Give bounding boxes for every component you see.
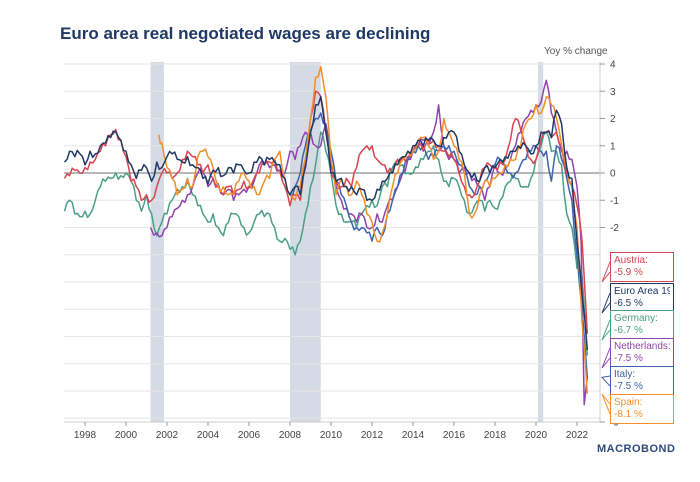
y-tick-label: -2 [610,223,619,234]
legend-pointer [601,261,611,283]
x-tick-label: 2012 [361,430,384,441]
legend-item: Netherlands: -7.5 % [610,338,674,368]
y-tick-label: 4 [610,60,616,71]
series-line-germany [63,131,589,356]
legend-item-value: -5.9 % [614,267,643,278]
legend-item-name: Netherlands: [614,341,670,352]
x-tick-label: 2010 [320,430,343,441]
legend-pointer [601,292,611,314]
y-tick-label: 3 [610,87,616,98]
x-tick-label: 2020 [525,430,548,441]
series-lines [63,65,589,406]
legend-item: Germany: -6.7 % [610,310,674,340]
chart-title: Euro area real negotiated wages are decl… [60,24,431,43]
y-tick-label: 2 [610,114,616,125]
legend-item: Austria: -5.9 % [610,252,674,282]
x-tick-label: 1998 [74,430,97,441]
y-axis-unit-label: Yoy % change [544,46,608,57]
recession-band [538,62,544,422]
series-line-spain [158,65,589,394]
legend-item-name: Austria: [614,255,648,266]
x-tick-label: 2018 [484,430,507,441]
legend-item-name: Italy: [614,369,636,380]
x-tick-label: 2002 [156,430,179,441]
y-tick-label: -1 [610,196,619,207]
recession-band [290,62,321,422]
series-line-euro-area-19 [63,95,589,351]
y-tick-label: 0 [610,169,616,180]
x-tick-label: 2014 [402,430,425,441]
legend-item-value: -7.5 % [614,353,643,364]
recession-band [150,62,164,422]
legend-pointer [601,375,611,387]
legend-item: Italy: -7.5 % [610,366,674,396]
legend-pointer [601,319,611,341]
series-line-netherlands [149,79,589,406]
axes: 43210-1-2-919982000200220042006200820102… [64,60,619,441]
y-tick-label: 1 [610,141,616,152]
legend-item-value: -8.1 % [614,409,643,420]
x-tick-label: 2004 [197,430,220,441]
legend-item-value: -6.7 % [614,325,643,336]
x-tick-label: 2008 [279,430,302,441]
x-tick-label: 2000 [115,430,138,441]
gridlines [64,63,600,419]
legend-item-name: Germany: [614,313,658,324]
legend-pointer [601,393,611,415]
recession-shading [150,62,544,422]
legend-item: Euro Area 19: -6.5 % [610,283,674,313]
legend-item: Spain: -8.1 % [610,394,674,424]
x-tick-label: 2006 [238,430,261,441]
legend-connectors [601,261,611,415]
legend-pointer [601,347,611,369]
macrobond-logo: MACROBOND [597,443,676,455]
x-tick-label: 2022 [566,430,589,441]
legend-item-value: -6.5 % [614,298,643,309]
legend-item-name: Spain: [614,397,643,408]
legend-item-value: -7.5 % [614,381,643,392]
x-tick-label: 2016 [443,430,466,441]
legend-item-name: Euro Area 19: [614,286,670,297]
